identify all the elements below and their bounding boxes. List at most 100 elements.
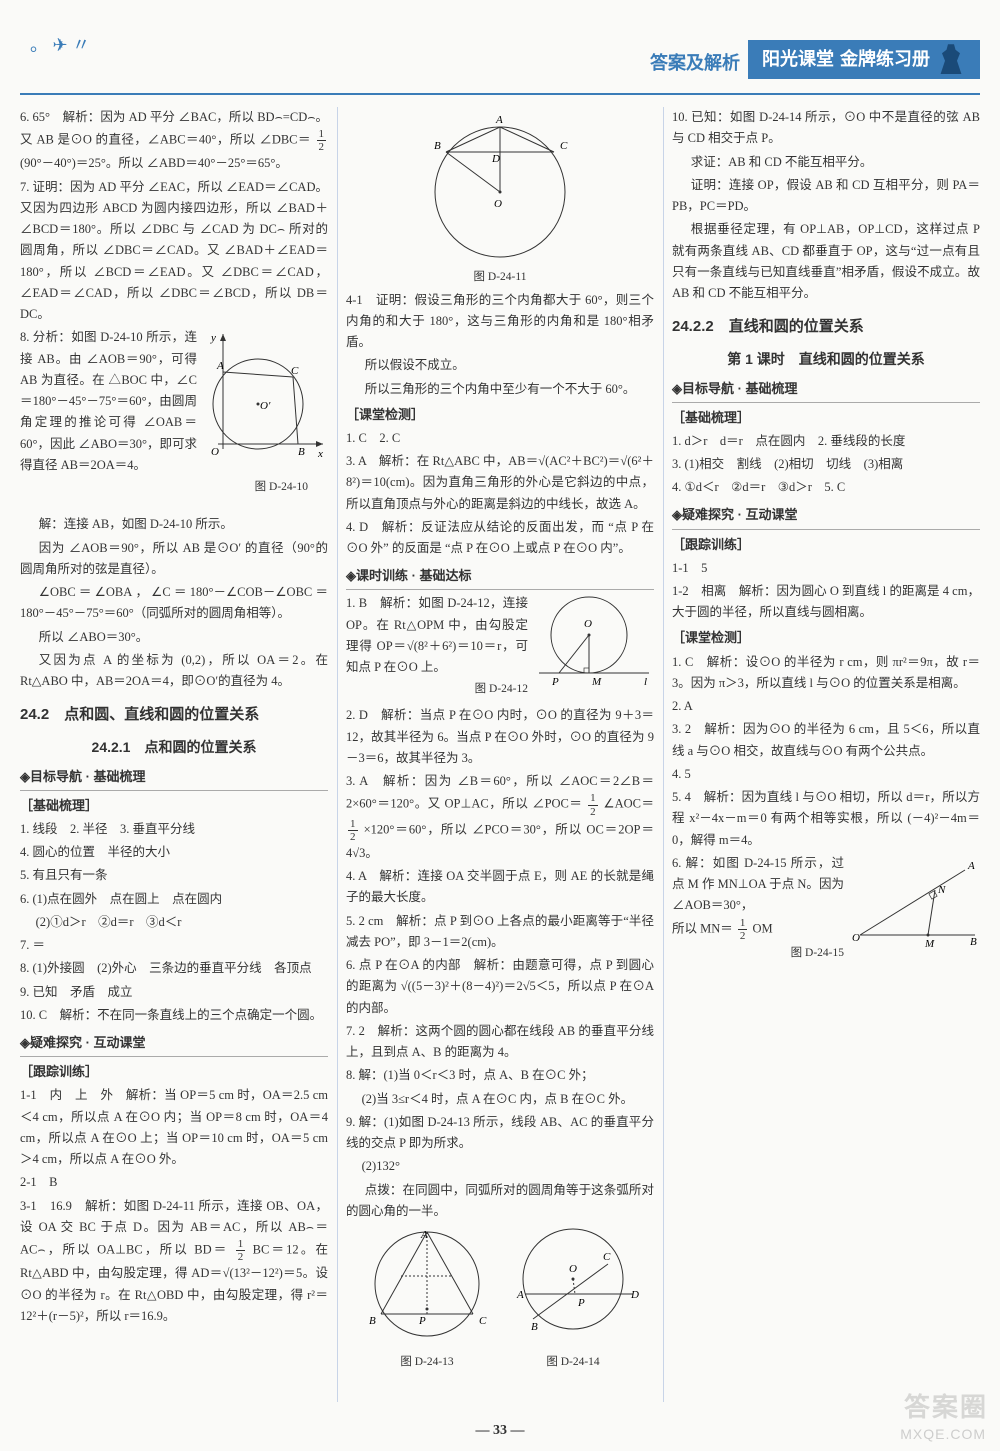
q6: 6. 65° 解析：因为 AD 平分 ∠BAC，所以 BD⌢=CD⌢。又 AB … <box>20 107 328 175</box>
frac-half-3: 12 <box>588 792 598 817</box>
svg-text:O′: O′ <box>260 400 271 412</box>
content-columns: 6. 65° 解析：因为 AD 平分 ∠BAC，所以 BD⌢=CD⌢。又 AB … <box>20 107 980 1402</box>
t5: 5. 2 cm 解析：点 P 到⊙O 上各点的最小距离等于“半径减去 PO”，即… <box>346 911 654 954</box>
page-root: 。 ✈ 〃 答案及解析 阳光课堂 金牌练习册 6. 65° 解析：因为 AD 平… <box>0 0 1000 1451</box>
q8-sol-e: 又因为点 A 的坐标为 (0,2)，所以 OA＝2。在 Rt△ABO 中，AB＝… <box>20 650 328 693</box>
class-test-bracket-2: ［课堂检测］ <box>672 627 980 649</box>
basic-1: 1. 线段 2. 半径 3. 垂直平分线 <box>20 819 328 840</box>
goal-nav-heading: ◈目标导航 · 基础梳理 <box>20 766 328 791</box>
svg-text:O: O <box>852 932 860 944</box>
tracking-bracket-2: ［跟踪训练］ <box>672 534 980 556</box>
svg-text:A: A <box>216 360 224 372</box>
header-right-group: 答案及解析 阳光课堂 金牌练习册 <box>650 40 980 79</box>
kt2-5: 5. 4 解析：因为直线 l 与⊙O 相切，所以 d＝r，所以方程 x²－4x－… <box>672 787 980 851</box>
basic-4: 4. 圆心的位置 半径的大小 <box>20 842 328 863</box>
figure-d-24-11: A B C O D <box>420 107 580 262</box>
watermark-sub: MXQE.COM <box>900 1423 986 1447</box>
svg-text:D: D <box>630 1289 639 1301</box>
section-24-2-1-heading: 24.2.1 点和圆的位置关系 <box>20 736 328 760</box>
lesson-1-heading: 第 1 课时 直线和圆的位置关系 <box>672 348 980 372</box>
basics-bracket-2: ［基础梳理］ <box>672 407 980 429</box>
basic-6a: 6. (1)点在圆外 点在圆上 点在圆内 <box>20 889 328 910</box>
fraction-half: 12 <box>317 128 327 153</box>
q8-sol-b: 因为 ∠AOB＝90°，所以 AB 是⊙O′ 的直径（90°的圆周角所对的弦是直… <box>20 538 328 581</box>
explore-heading: ◈疑难探究 · 互动课堂 <box>20 1032 328 1057</box>
basic-9: 9. 已知 矛盾 成立 <box>20 982 328 1003</box>
svg-text:P: P <box>551 676 559 688</box>
svg-text:P: P <box>577 1297 585 1309</box>
figure-d-24-15: O B A N M <box>850 855 980 950</box>
kt2-6-block: O B A N M 6. 解：如图 D-24-15 所示，过点 M 作 MN⊥O… <box>672 853 980 963</box>
svg-text:M: M <box>591 676 602 688</box>
svg-text:P: P <box>418 1315 426 1327</box>
q8-block: x y O A B C O′ 8. 分析：如图 D-24-10 所示，连接 AB… <box>20 327 328 512</box>
bb-3: 3. (1)相交 割线 (2)相切 切线 (3)相离 <box>672 454 980 475</box>
svg-text:O: O <box>584 618 592 630</box>
svg-text:l: l <box>644 676 647 688</box>
kt2-1: 1. C 解析：设⊙O 的半径为 r cm，则 πr²＝9π，故 r＝3。因为 … <box>672 652 980 695</box>
q9-b: (2)132° <box>346 1156 654 1177</box>
t6: 6. 点 P 在⊙A 的内部 解析：由题意可得，点 P 到圆心的距离为 √((5… <box>346 955 654 1019</box>
svg-text:y: y <box>210 332 216 344</box>
badge-text-2: 金牌练习册 <box>840 44 930 75</box>
svg-text:C: C <box>479 1315 487 1327</box>
svg-text:N: N <box>937 884 946 896</box>
fig-d-24-10-caption: 图 D-24-10 <box>20 478 308 498</box>
svg-text:O: O <box>569 1263 577 1275</box>
q8-sol-a: 解：连接 AB，如图 D-24-10 所示。 <box>20 514 328 535</box>
kt2-6-b-post: OM <box>753 921 773 935</box>
t8: 8. 解：(1)当 0＜r＜3 时，点 A、B 在⊙C 外； <box>346 1065 654 1086</box>
svg-text:O: O <box>494 198 502 210</box>
svg-text:A: A <box>967 860 975 872</box>
track-2-1: 2-1 B <box>20 1172 328 1193</box>
fig-d-24-14-caption: 图 D-24-14 <box>503 1353 643 1373</box>
t2: 2. D 解析：当点 P 在⊙O 内时，⊙O 的直径为 9＋3＝12，故其半径为… <box>346 705 654 769</box>
svg-text:x: x <box>317 448 323 459</box>
frac-half-5: 12 <box>738 917 748 942</box>
svg-text:B: B <box>970 936 977 948</box>
q10-proof-b: 根据垂径定理，有 OP⊥AB，OP⊥CD，这样过点 P 就有两条直线 AB、CD… <box>672 219 980 304</box>
t4: 4. A 解析：连接 OA 交半圆于点 E，则 AE 的长就是绳子的最大长度。 <box>346 866 654 909</box>
t3: 3. A 解析：因为 ∠B＝60°，所以 ∠AOC＝2∠B＝2×60°＝120°… <box>346 771 654 864</box>
t7: 7. 2 解析：这两个圆的圆心都在线段 AB 的垂直平分线上，且到点 A、B 的… <box>346 1021 654 1064</box>
frac-half-2: 12 <box>236 1238 246 1263</box>
figure-d-24-13: A B C P <box>357 1224 497 1344</box>
figure-d-24-10: x y O A B C O′ <box>203 329 328 459</box>
svg-text:B: B <box>369 1315 376 1327</box>
fig-d-24-13-caption: 图 D-24-13 <box>357 1353 497 1373</box>
q8-sol-c: ∠OBC＝∠OBA，∠C＝180°－∠COB－∠OBC＝180°－45°－75°… <box>20 582 328 625</box>
basic-10: 10. C 解析：不在同一条直线上的三个点确定一个圆。 <box>20 1005 328 1026</box>
tracking-bracket: ［跟踪训练］ <box>20 1061 328 1083</box>
frac-half-4: 12 <box>348 818 358 843</box>
svg-text:O: O <box>211 446 219 458</box>
q4-1-b: 所以假设不成立。 <box>346 355 654 376</box>
track-1-1: 1-1 内 上 外 解析：当 OP＝5 cm 时，OA＝2.5 cm＜4 cm，… <box>20 1085 328 1170</box>
q8-sol-d: 所以 ∠ABO＝30°。 <box>20 627 328 648</box>
period-training-heading: ◈课时训练 · 基础达标 <box>346 565 654 590</box>
q4-1-c: 所以三角形的三个内角中至少有一个不大于 60°。 <box>346 379 654 400</box>
svg-text:B: B <box>531 1321 538 1333</box>
q10-given: 10. 已知：如图 D-24-14 所示，⊙O 中不是直径的弦 AB 与 CD … <box>672 107 980 150</box>
bb-4: 4. ①d＜r ②d＝r ③d＞r 5. C <box>672 477 980 498</box>
basics-bracket: ［基础梳理］ <box>20 795 328 817</box>
basic-8: 8. (1)外接圆 (2)外心 三条边的垂直平分线 各顶点 <box>20 958 328 979</box>
kt-3: 3. A 解析：在 Rt△ABC 中，AB＝√(AC²＋BC²)＝√(6²＋8²… <box>346 451 654 515</box>
bb-1: 1. d＞r d＝r 点在圆内 2. 垂线段的长度 <box>672 431 980 452</box>
explore-heading-2: ◈疑难探究 · 互动课堂 <box>672 504 980 529</box>
q9-a: 9. 解：(1)如图 D-24-13 所示，线段 AB、AC 的垂直平分线的交点… <box>346 1112 654 1155</box>
basic-5: 5. 有且只有一条 <box>20 865 328 886</box>
q8-2: (2)当 3≤r＜4 时，点 A 在⊙C 内，点 B 在⊙C 外。 <box>346 1089 654 1110</box>
page-number: — 33 — <box>0 1419 1000 1443</box>
t3-c: ×120°＝60°，所以 ∠PCO＝30°，所以 OC＝2OP＝4√3。 <box>346 822 654 860</box>
q6-text-b: (90°－40°)＝25°。所以 ∠ABD＝40°－25°＝65°。 <box>20 156 288 170</box>
kt2-3: 3. 2 解析：因为⊙O 的半径为 6 cm，且 5＜6，所以直线 a 与⊙O … <box>672 719 980 762</box>
class-test-bracket: ［课堂检测］ <box>346 404 654 426</box>
section-24-2-2-heading: 24.2.2 直线和圆的位置关系 <box>672 314 980 340</box>
svg-text:C: C <box>603 1251 611 1263</box>
svg-text:B: B <box>434 140 441 152</box>
fig-d-24-11-caption: 图 D-24-11 <box>346 268 654 288</box>
trk-1-2: 1-2 相离 解析：因为圆心 O 到直线 l 的距离是 4 cm，大于圆的半径，… <box>672 581 980 624</box>
trk-1-1: 1-1 5 <box>672 558 980 579</box>
kt-1-2: 1. C 2. C <box>346 428 654 449</box>
goal-nav-heading-2: ◈目标导航 · 基础梳理 <box>672 378 980 403</box>
